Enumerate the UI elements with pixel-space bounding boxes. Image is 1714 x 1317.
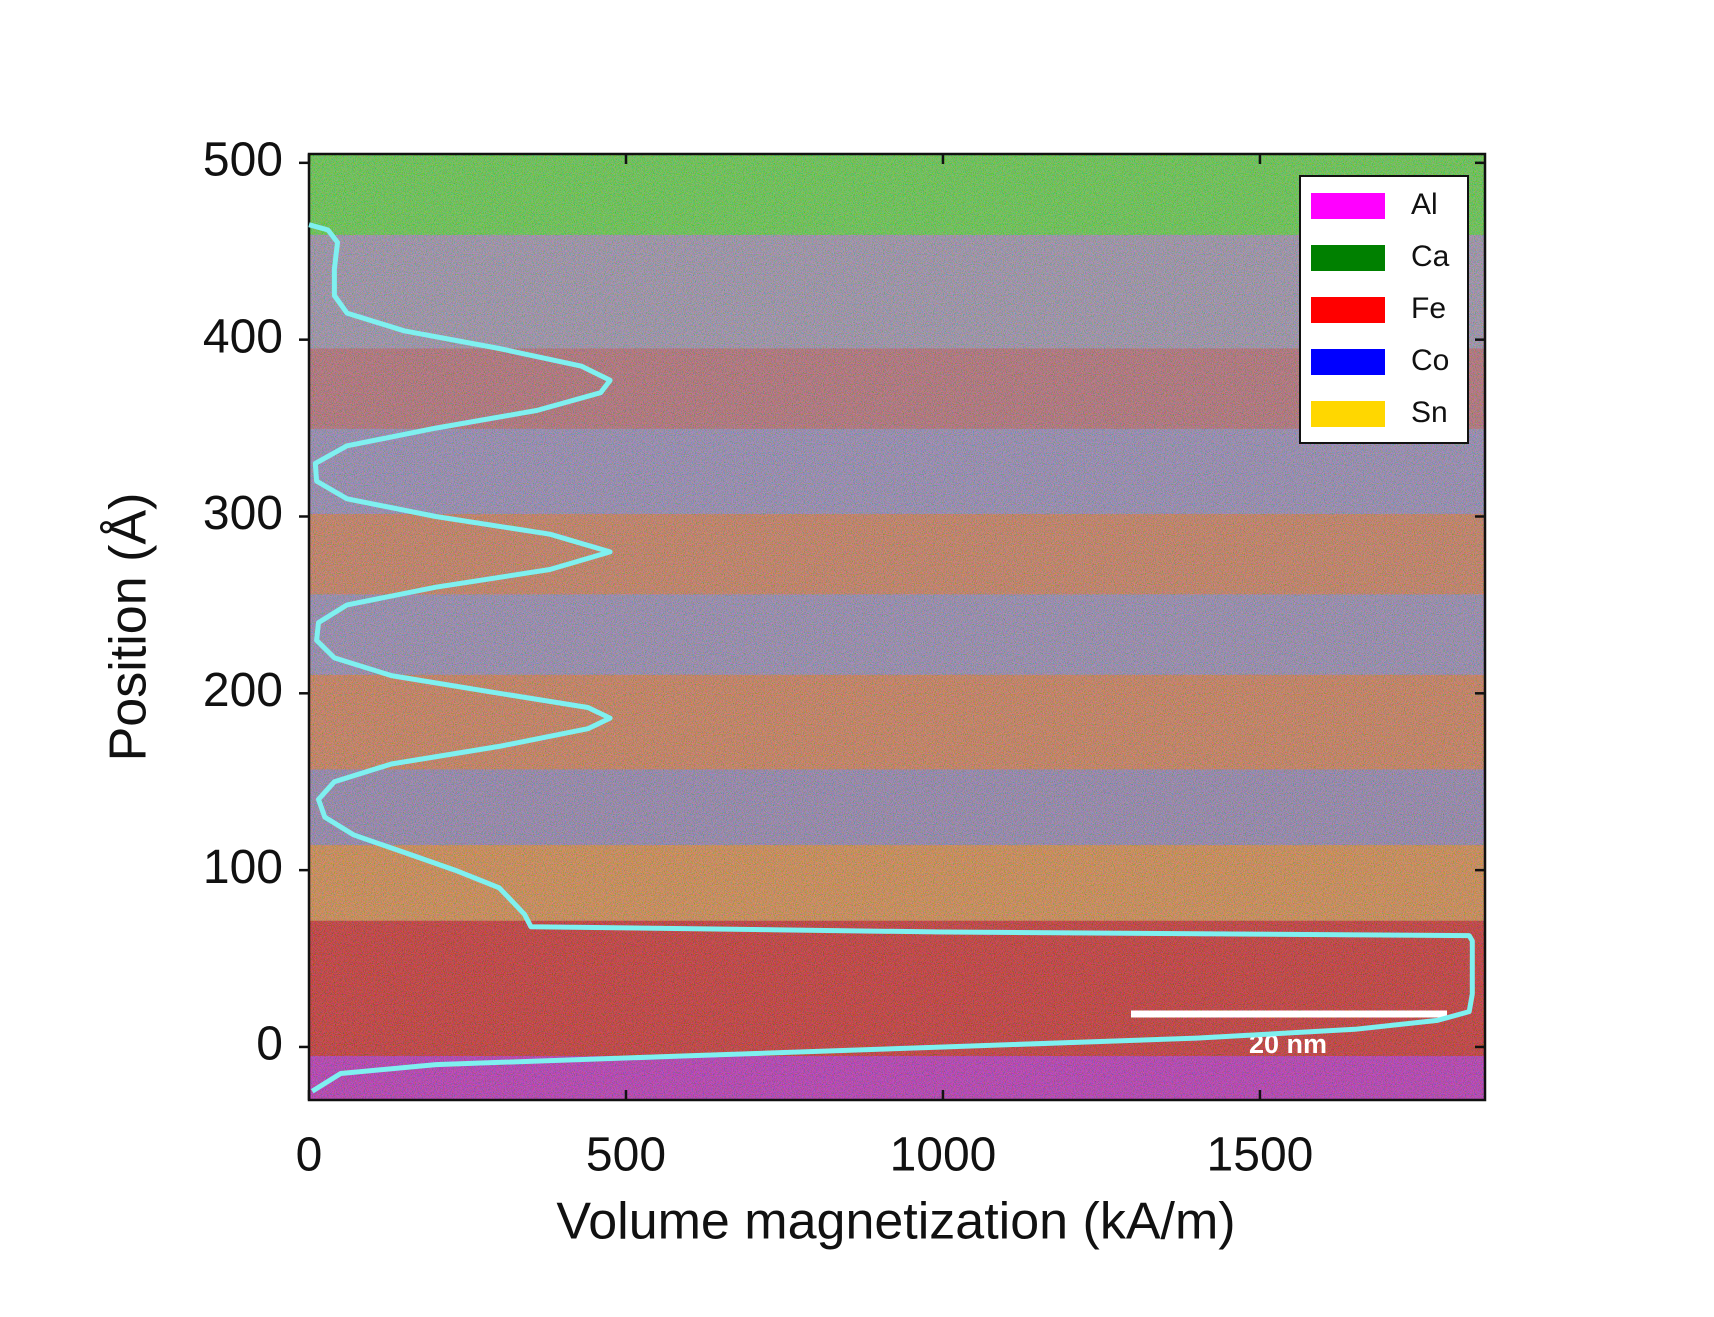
plot-frame — [307, 152, 1487, 1102]
legend-label: Al — [1411, 188, 1438, 221]
legend-swatch — [1311, 193, 1385, 219]
legend-swatch — [1311, 401, 1385, 427]
legend-label: Sn — [1411, 396, 1448, 429]
y-tick-label: 0 — [256, 1018, 283, 1071]
y-axis-label: Position (Å) — [100, 493, 158, 762]
y-tick-label: 200 — [203, 664, 283, 717]
legend-label: Ca — [1411, 240, 1450, 273]
x-tick-label: 500 — [586, 1129, 666, 1182]
legend-label: Fe — [1411, 292, 1446, 325]
legend-swatch — [1311, 297, 1385, 323]
x-tick-label: 1000 — [890, 1129, 997, 1182]
legend-swatch — [1311, 245, 1385, 271]
eds-map — [309, 154, 1485, 1101]
legend-swatch — [1311, 349, 1385, 375]
magnetization-profile — [308, 222, 1475, 1094]
x-axis-label: Volume magnetization (kA/m) — [556, 1193, 1235, 1251]
map-noise — [309, 154, 1485, 1100]
y-tick-label: 400 — [203, 310, 283, 363]
legend-label: Co — [1411, 344, 1449, 377]
y-tick-label: 500 — [203, 134, 283, 187]
y-tick-label: 100 — [203, 841, 283, 894]
x-tick-label: 0 — [296, 1129, 323, 1182]
y-tick-label: 300 — [203, 487, 283, 540]
x-tick-label: 1500 — [1207, 1129, 1314, 1182]
